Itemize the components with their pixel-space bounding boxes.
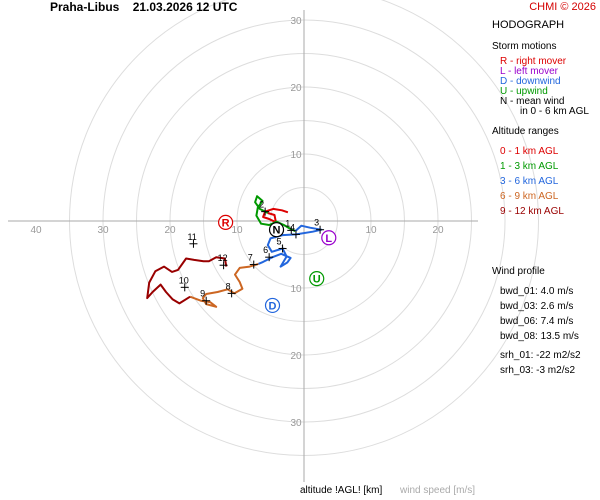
x-tick-label: 10 [231, 225, 243, 236]
header-bar: Praha-Libus 21.03.2026 12 UTC CHMI © 202… [0, 0, 600, 14]
panel-title: HODOGRAPH [492, 19, 565, 31]
wind-series-line [254, 195, 296, 233]
storm-marker-circle [264, 297, 281, 314]
height-marker-label: 7 [248, 253, 253, 263]
storm-marker-circle [218, 214, 234, 230]
height-marker-label: 10 [179, 275, 189, 285]
bwd-01: bwd_01: 4.0 m/s [500, 286, 574, 297]
copyright: CHMI © 2026 [529, 1, 596, 13]
height-marker-label: 9 [200, 289, 205, 299]
x-tick-label: 20 [432, 225, 444, 236]
y-tick-label: 10 [290, 284, 302, 295]
bwd-08: bwd_08: 13.5 m/s [500, 331, 579, 342]
storm-marker-label: N [273, 225, 281, 237]
storm-marker-circle [268, 222, 285, 238]
wind-speed-axis-label: wind speed [m/s] [400, 485, 476, 496]
x-tick-label: 20 [164, 225, 176, 236]
storm-motion-r: R - right mover [500, 56, 567, 67]
storm-motion-u: U - upwind [500, 86, 548, 97]
height-marker-label: 11 [187, 232, 196, 242]
storm-marker-circle [321, 230, 337, 246]
x-tick-label: 10 [365, 225, 377, 236]
wind-profile-title: Wind profile [492, 266, 545, 277]
altitude-title: Altitude ranges [492, 126, 559, 137]
bwd-06: bwd_06: 7.4 m/s [500, 316, 574, 327]
storm-motion-n-range: in 0 - 6 km AGL [520, 106, 589, 117]
tick-labels: 40 30 20 10 10 20 30 20 10 10 20 30 [30, 16, 444, 429]
storm-motion-n: N - mean wind [500, 96, 565, 107]
y-tick-label: 10 [290, 150, 302, 161]
height-marker-label: 6 [263, 245, 268, 255]
height-marker-label: 4 [290, 222, 295, 232]
wind-series-line [262, 207, 289, 224]
storm-motions-title: Storm motions [492, 41, 557, 52]
wind-series-line [189, 262, 259, 308]
y-tick-label: 20 [290, 83, 302, 94]
storm-marker-label: L [325, 233, 332, 245]
storm-markers: R L D U N [218, 214, 337, 314]
storm-marker-label: U [313, 274, 321, 286]
srh-03: srh_03: -3 m2/s2 [500, 365, 576, 376]
height-marker-label: 1 [285, 218, 290, 228]
x-tick-label: 30 [97, 225, 109, 236]
altitude-0-1: 0 - 1 km AGL [500, 146, 559, 157]
height-marker-label: 8 [226, 281, 231, 291]
station-datetime: Praha-Libus 21.03.2026 12 UTC [50, 0, 237, 14]
y-tick-label: 20 [290, 351, 302, 362]
storm-motion-d: D - downwind [500, 76, 561, 87]
y-tick-label: 30 [290, 418, 302, 429]
x-tick-label: 40 [30, 225, 42, 236]
storm-marker-label: D [269, 300, 277, 312]
altitude-axis-label: altitude !AGL! [km] [300, 485, 383, 496]
station-name: Praha-Libus [50, 0, 120, 14]
bwd-03: bwd_03: 2.6 m/s [500, 301, 574, 312]
y-tick-label: 30 [290, 16, 302, 27]
altitude-1-3: 1 - 3 km AGL [500, 161, 559, 172]
wind-series [146, 195, 323, 308]
height-marker-label: 2 [259, 200, 264, 210]
datetime: 21.03.2026 12 UTC [132, 0, 238, 14]
storm-marker-label: R [222, 217, 230, 229]
height-marker-label: 3 [314, 218, 319, 228]
wind-series-line [146, 256, 228, 305]
altitude-6-9: 6 - 9 km AGL [500, 191, 559, 202]
altitude-9-12: 9 - 12 km AGL [500, 206, 564, 217]
storm-motion-l: L - left mover [500, 66, 558, 77]
srh-01: srh_01: -22 m2/s2 [500, 350, 581, 361]
axes [8, 10, 478, 482]
altitude-3-6: 3 - 6 km AGL [500, 176, 559, 187]
storm-marker-circle [309, 271, 325, 287]
height-marker-label: 12 [218, 253, 228, 263]
height-marker-label: 5 [277, 236, 282, 246]
